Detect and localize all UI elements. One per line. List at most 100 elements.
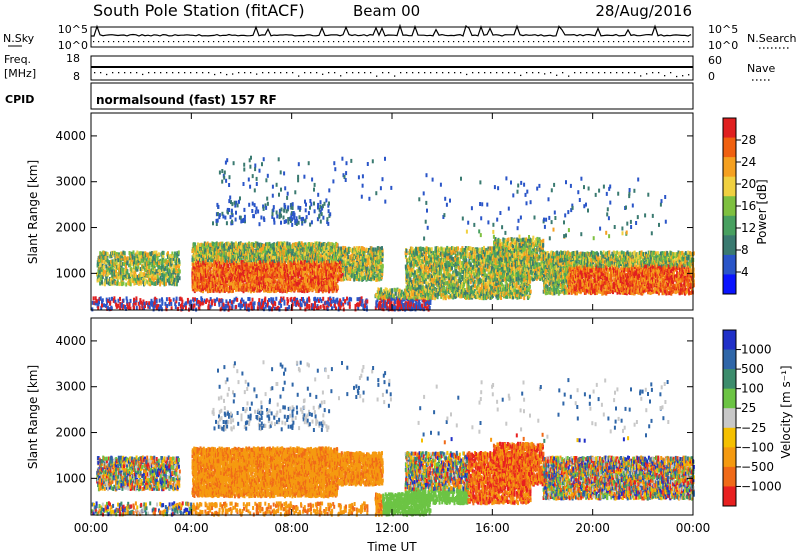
scatter-cell xyxy=(193,253,196,258)
scatter-cell xyxy=(219,241,222,246)
scatter-cell xyxy=(165,258,168,263)
scatter-cell xyxy=(275,259,278,264)
scatter-cell xyxy=(102,269,105,274)
scatter-cell xyxy=(276,241,279,246)
scatter-cell xyxy=(381,258,384,263)
nsearch-dot xyxy=(588,41,590,43)
scatter-cell xyxy=(212,277,215,282)
scatter-cell xyxy=(233,258,236,263)
scatter-cell xyxy=(323,201,326,206)
scatter-cell xyxy=(163,273,166,278)
scatter-cell xyxy=(265,205,268,210)
scatter-cell xyxy=(215,247,218,252)
scatter-cell xyxy=(139,253,141,258)
nave-dot xyxy=(610,72,612,74)
scatter-cell xyxy=(210,242,213,247)
freq-panel: Freq. [MHz] 18 8 60 0 Nave xyxy=(4,52,775,83)
scatter-cell xyxy=(271,279,274,284)
scatter-cell xyxy=(226,244,229,249)
scatter-cell xyxy=(257,242,260,247)
scatter-cell xyxy=(270,260,273,265)
nave-dot xyxy=(136,72,138,74)
nsearch-dot xyxy=(258,41,260,43)
scatter-cell xyxy=(252,247,254,252)
scatter-cell xyxy=(273,261,276,266)
scatter-cell xyxy=(257,255,260,260)
nsearch-dot xyxy=(548,41,550,43)
scatter-cell xyxy=(152,273,155,278)
scatter-cell xyxy=(300,260,303,265)
scatter-cell xyxy=(214,251,216,256)
scatter-cell xyxy=(270,270,273,274)
scatter-cell xyxy=(105,277,108,282)
scatter-cell xyxy=(112,263,115,268)
scatter-cell xyxy=(230,208,233,213)
nave-label: Nave xyxy=(747,62,775,75)
scatter-cell xyxy=(166,278,169,283)
nsky-line xyxy=(91,23,692,37)
scatter-cell xyxy=(165,272,168,277)
scatter-cell xyxy=(154,257,157,262)
scatter-cell xyxy=(192,287,195,292)
nave-dot xyxy=(436,72,438,74)
scatter-cell xyxy=(238,276,241,281)
scatter-cell xyxy=(318,213,321,218)
scatter-cell xyxy=(165,277,167,282)
scatter-cell xyxy=(264,270,267,275)
scatter-cell xyxy=(274,272,277,277)
nsearch-dot xyxy=(353,41,355,43)
scatter-cell xyxy=(177,271,180,276)
scatter-cell xyxy=(129,271,132,276)
scatter-cell xyxy=(214,279,217,284)
scatter-cell xyxy=(173,279,176,284)
scatter-cell xyxy=(250,266,253,271)
scatter-cell xyxy=(249,278,252,283)
scatter-cell xyxy=(262,280,265,285)
scatter-cell xyxy=(268,264,271,269)
scatter-cell xyxy=(227,272,230,276)
scatter-cell xyxy=(272,205,275,210)
scatter-cell xyxy=(227,264,230,268)
scatter-cell xyxy=(244,260,247,265)
nsearch-dot xyxy=(643,41,645,43)
scatter-cell xyxy=(278,269,281,274)
nave-dot xyxy=(646,73,648,75)
scatter-cell xyxy=(216,218,219,223)
scatter-cell xyxy=(340,246,343,251)
scatter-cell xyxy=(219,288,222,293)
scatter-cell xyxy=(310,220,313,225)
scatter-cell xyxy=(222,259,225,264)
scatter-cell xyxy=(206,264,208,269)
scatter-cell xyxy=(240,279,243,284)
scatter-cell xyxy=(104,251,107,256)
scatter-cell xyxy=(197,278,200,283)
nsearch-dot xyxy=(633,41,635,43)
scatter-cell xyxy=(242,251,245,256)
scatter-cell xyxy=(144,281,146,286)
scatter-cell xyxy=(286,273,289,278)
scatter-cell xyxy=(302,270,305,275)
scatter-cell xyxy=(152,278,155,283)
scatter-cell xyxy=(226,265,229,270)
scatter-cell xyxy=(104,260,107,265)
scatter-cell xyxy=(127,273,130,278)
scatter-cell xyxy=(209,284,212,289)
nave-dot xyxy=(226,73,228,76)
scatter-cell xyxy=(151,256,154,261)
scatter-cell xyxy=(303,289,306,294)
scatter-cell xyxy=(421,303,423,308)
scatter-cell xyxy=(193,262,196,267)
scatter-cell xyxy=(211,263,214,268)
scatter-cell xyxy=(233,261,236,266)
scatter-cell xyxy=(287,265,290,270)
scatter-cell xyxy=(254,210,257,215)
scatter-cell xyxy=(148,265,151,270)
nsearch-dot xyxy=(613,41,615,43)
scatter-cell xyxy=(215,276,218,281)
nave-dot xyxy=(112,72,114,74)
scatter-cell xyxy=(229,242,232,247)
nsearch-dot xyxy=(243,41,245,43)
scatter-cell xyxy=(234,253,237,258)
station-title: South Pole Station (fitACF) xyxy=(93,1,305,20)
scatter-cell xyxy=(255,278,258,283)
